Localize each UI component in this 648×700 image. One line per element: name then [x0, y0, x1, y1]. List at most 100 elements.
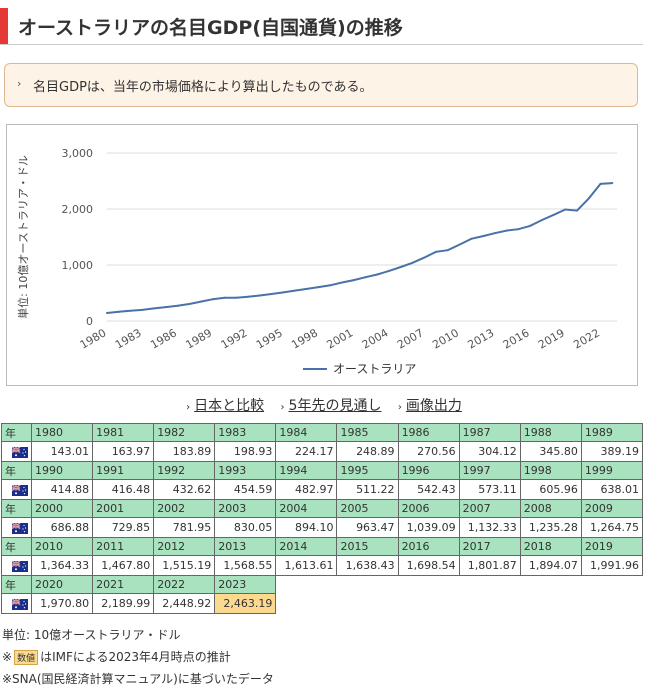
value-row: 1,364.33 1,467.80 1,515.19 1,568.55 1,613.61…	[1, 555, 644, 576]
page-title: オーストラリアの名目GDP(自国通貨)の推移	[18, 17, 403, 39]
year-row: 年 1980 1981 1982 1983 1984 1985 1986 1987 1988 198…	[1, 423, 644, 442]
data-point	[141, 308, 144, 311]
year-row: 年 1990 1991 1992 1993 1994 1995 1996 1997 1998 199…	[1, 461, 644, 480]
estimate-badge: 数値	[14, 650, 39, 665]
year-cell: 1983	[214, 423, 277, 442]
y-axis-label: 単位: 10億オーストラリア・ドル	[16, 155, 30, 319]
chevron-right-icon: ›	[280, 402, 285, 413]
data-point	[458, 243, 461, 246]
year-cell: 2003	[214, 499, 277, 518]
year-cell: 2005	[336, 499, 399, 518]
year-cell: 1993	[214, 461, 277, 480]
gdp-value-cell: 894.10	[275, 517, 338, 538]
x-tick-label: 1989	[184, 326, 215, 351]
australia-flag-icon	[12, 598, 28, 610]
unit-note: 単位: 10億オーストラリア・ドル	[2, 628, 181, 642]
gdp-value-cell: 1,132.33	[458, 517, 521, 538]
x-tick-label: 1986	[148, 326, 179, 351]
gdp-value-cell: 781.95	[153, 517, 216, 538]
country-flag-cell	[1, 517, 32, 538]
gdp-value-cell: 414.88	[30, 479, 94, 500]
x-tick-label: 2013	[466, 326, 497, 351]
year-cell: 1996	[397, 461, 460, 480]
data-point	[223, 296, 226, 299]
year-cell: 1989	[580, 423, 644, 442]
chart-container: 0 1,000 2,000 3,000 1980 1983 1986 1989 1992 1995…	[6, 124, 638, 386]
gdp-value-cell: 1,467.80	[92, 555, 155, 576]
year-cell: 1987	[458, 423, 521, 442]
note-text: 名目GDPは、当年の市場価格により算出したものである。	[33, 80, 373, 95]
australia-flag-icon	[12, 522, 28, 534]
data-point	[329, 284, 332, 287]
empty-cell	[520, 575, 582, 594]
y-tick-label: 1,000	[62, 259, 94, 272]
country-flag-cell	[1, 479, 32, 500]
gdp-value-cell: 729.85	[92, 517, 155, 538]
data-point	[235, 296, 238, 299]
data-point	[411, 261, 414, 264]
data-point	[446, 249, 449, 252]
data-point	[564, 208, 567, 211]
gdp-value-cell: 389.19	[580, 441, 644, 462]
gdp-value-cell: 542.43	[397, 479, 460, 500]
year-cell: 1984	[275, 423, 338, 442]
chart-links: › 日本と比較 › 5年先の見通し › 画像出力	[0, 395, 648, 415]
year-cell: 1985	[336, 423, 399, 442]
gdp-value-cell: 1,638.43	[336, 555, 399, 576]
year-cell: 2023	[214, 575, 277, 594]
year-cell: 2006	[397, 499, 460, 518]
year-cell: 1986	[397, 423, 460, 442]
australia-flag-icon	[12, 446, 28, 458]
data-point	[423, 256, 426, 259]
gdp-value-cell: 270.56	[397, 441, 460, 462]
year-row: 年 2000 2001 2002 2003 2004 2005 2006 2007 2008 200…	[1, 499, 644, 518]
gdp-value-cell: 1,894.07	[519, 555, 582, 576]
year-cell: 2022	[153, 575, 216, 594]
value-row: 686.88 729.85 781.95 830.05 894.10 963.47 1,03…	[1, 517, 644, 538]
australia-flag-icon	[12, 560, 28, 572]
year-cell: 2010	[30, 537, 94, 556]
year-cell: 2013	[214, 537, 277, 556]
compare-japan-link[interactable]: › 日本と比較	[186, 398, 265, 414]
data-point	[129, 309, 132, 312]
gdp-value-cell: 163.97	[92, 441, 155, 462]
chevron-right-icon: ›	[397, 402, 402, 413]
gdp-value-cell: 183.89	[153, 441, 216, 462]
gdp-value-cell: 1,568.55	[214, 555, 277, 576]
data-point	[117, 310, 120, 313]
data-point	[482, 235, 485, 238]
year-cell: 1981	[92, 423, 155, 442]
gdp-value-cell: 638.01	[580, 479, 644, 500]
data-point	[341, 281, 344, 284]
data-point	[587, 197, 590, 200]
country-flag-cell	[1, 593, 32, 614]
data-point	[364, 276, 367, 279]
data-point	[493, 232, 496, 235]
image-export-link[interactable]: › 画像出力	[397, 398, 462, 414]
series-line-australia	[106, 182, 613, 314]
estimate-note: ※ 数値 はIMFによる2023年4月時点の推計	[2, 650, 231, 665]
five-year-outlook-link[interactable]: › 5年先の見通し	[280, 398, 382, 414]
year-cell: 2021	[92, 575, 155, 594]
gdp-value-cell: 686.88	[30, 517, 94, 538]
year-cell: 2008	[519, 499, 582, 518]
australia-flag-icon	[12, 484, 28, 496]
data-point	[258, 294, 261, 297]
gdp-line-chart: 0 1,000 2,000 3,000 1980 1983 1986 1989 1992 1995…	[16, 147, 617, 376]
year-cell: 2016	[397, 537, 460, 556]
data-point	[270, 292, 273, 295]
x-tick-label: 2001	[325, 326, 356, 351]
gdp-value-cell: 963.47	[336, 517, 399, 538]
gdp-value-cell: 2,189.99	[92, 593, 155, 614]
year-cell: 2020	[30, 575, 94, 594]
data-point	[376, 273, 379, 276]
data-point	[176, 304, 179, 307]
data-point	[576, 209, 579, 212]
chevron-right-icon: ›	[186, 402, 191, 413]
x-tick-label: 2016	[501, 326, 532, 351]
year-cell: 2011	[92, 537, 155, 556]
year-cell: 2014	[275, 537, 338, 556]
data-point	[164, 306, 167, 309]
year-cell: 1998	[519, 461, 582, 480]
year-row-label: 年	[1, 537, 32, 556]
